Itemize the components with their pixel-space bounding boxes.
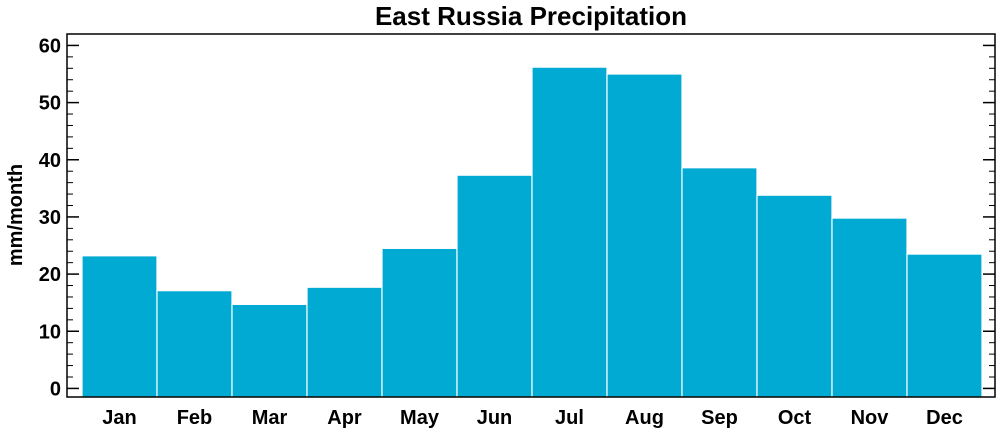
- plot-frame: [66, 33, 996, 398]
- x-tick-label: Jun: [477, 407, 513, 429]
- x-tick-label: Oct: [778, 407, 812, 429]
- y-tick-label: 40: [39, 150, 61, 172]
- bar-may: [381, 247, 458, 398]
- x-tick-label: Feb: [177, 407, 213, 429]
- x-tick-label: Nov: [851, 407, 890, 429]
- bar-aug: [606, 73, 683, 398]
- x-tick-label: Mar: [252, 407, 288, 429]
- axes-group: [66, 33, 996, 398]
- x-tick-label: Jan: [102, 407, 136, 429]
- bar-apr: [306, 286, 383, 398]
- x-tick-label: Apr: [327, 407, 362, 429]
- y-tick-label: 0: [50, 378, 61, 400]
- y-tick-label: 20: [39, 264, 61, 286]
- x-tick-label: Jul: [555, 407, 584, 429]
- y-tick-label: 60: [39, 35, 61, 57]
- bar-nov: [831, 217, 908, 398]
- x-tick-label: Dec: [926, 407, 963, 429]
- bar-feb: [156, 290, 233, 398]
- y-tick-label: 30: [39, 207, 61, 229]
- bar-mar: [231, 303, 308, 398]
- x-tick-label: May: [400, 407, 440, 429]
- x-tick-label: Sep: [701, 407, 738, 429]
- bar-oct: [756, 194, 833, 398]
- ticks-group: [67, 33, 995, 390]
- bar-dec: [906, 253, 983, 398]
- bar-sep: [681, 167, 758, 398]
- bar-jan: [81, 255, 158, 398]
- y-tick-label: 50: [39, 93, 61, 115]
- chart-title: East Russia Precipitation: [375, 1, 687, 31]
- x-tick-label: Aug: [625, 407, 664, 429]
- bar-jul: [531, 66, 608, 398]
- y-tick-label: 10: [39, 321, 61, 343]
- bars-group: [81, 66, 983, 398]
- bar-jun: [456, 174, 533, 398]
- y-axis-label: mm/month: [5, 164, 27, 266]
- labels-group: 0 10 20 30 40 50 60 Jan Feb Mar Apr May Jun Jul Aug Sep…: [39, 35, 963, 429]
